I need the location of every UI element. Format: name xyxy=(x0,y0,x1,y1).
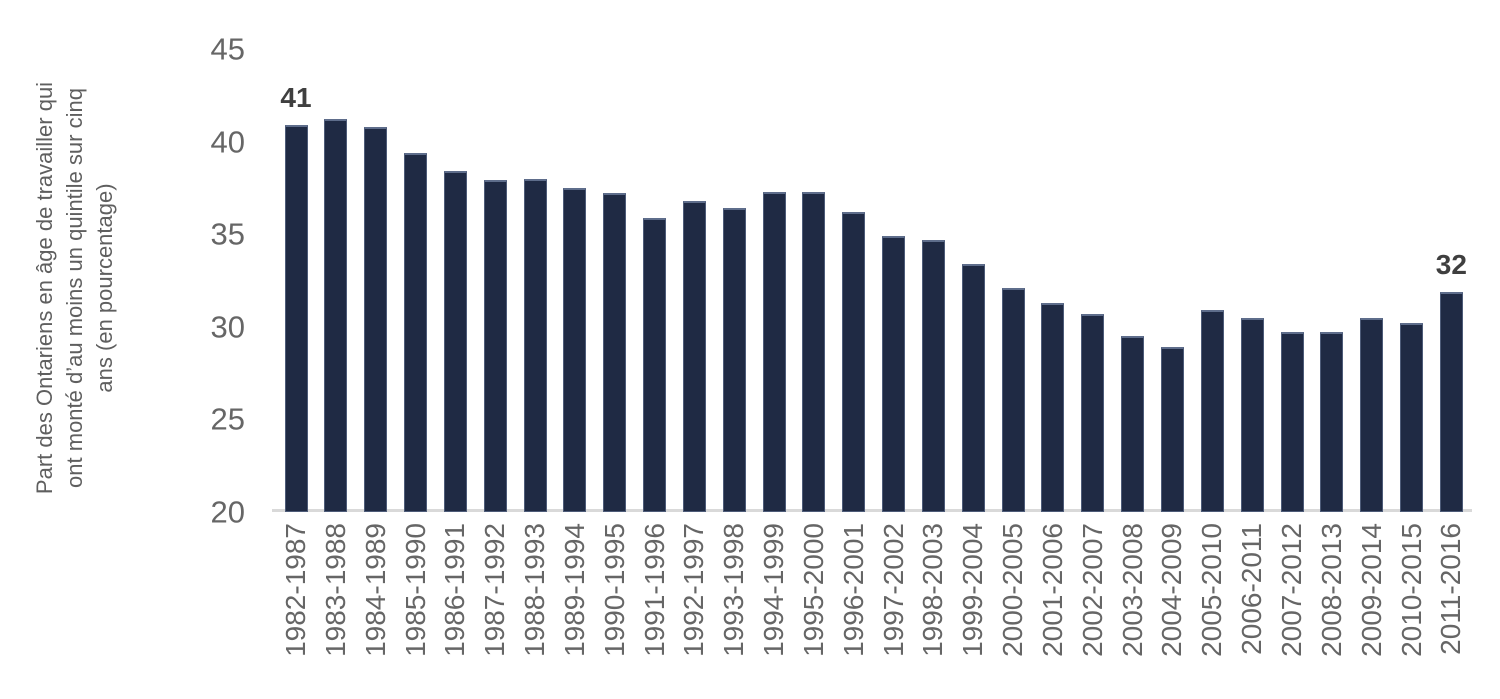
x-axis-tick-label: 1982-1987 xyxy=(279,523,311,657)
x-axis-tick-label: 2007-2012 xyxy=(1275,523,1307,657)
bar xyxy=(682,200,706,512)
bar xyxy=(722,208,746,512)
x-axis-tick-label: 2003-2008 xyxy=(1116,523,1148,657)
y-axis-tick-label: 25 xyxy=(210,401,245,437)
x-axis-tick-label: 1989-1994 xyxy=(558,523,590,657)
x-axis-tick-label: 1985-1990 xyxy=(399,523,431,657)
x-axis-tick-label: 2008-2013 xyxy=(1315,523,1347,657)
x-axis-tick-label: 2002-2007 xyxy=(1076,523,1108,657)
bar xyxy=(603,193,627,512)
x-axis-tick-label: 2000-2005 xyxy=(997,523,1029,657)
x-axis-tick-label: 2005-2010 xyxy=(1196,523,1228,657)
y-axis-tick-label: 30 xyxy=(210,309,245,345)
bar xyxy=(1280,332,1304,512)
x-axis-tick-label: 1992-1997 xyxy=(678,523,710,657)
bar xyxy=(1400,323,1424,512)
x-axis-tick-label: 1991-1996 xyxy=(638,523,670,657)
x-axis-tick-label: 1993-1998 xyxy=(718,523,750,657)
x-axis-tick-label: 2001-2006 xyxy=(1036,523,1068,657)
y-axis-title-line-2: ont monté d’au moins un quintile sur cin… xyxy=(62,88,87,488)
y-axis-title-line-3: ans (en pourcentage) xyxy=(92,183,117,393)
bar xyxy=(1439,291,1463,512)
bar xyxy=(1240,317,1264,512)
y-axis-tick-label: 40 xyxy=(210,124,245,160)
x-axis-tick-label: 1986-1991 xyxy=(439,523,471,657)
y-axis-tick-label: 45 xyxy=(210,31,245,67)
x-axis-tick-label: 2010-2015 xyxy=(1395,523,1427,657)
bar xyxy=(1160,347,1184,512)
bar xyxy=(1200,310,1224,512)
x-axis-tick-label: 1988-1993 xyxy=(518,523,550,657)
x-axis-tick-label: 1990-1995 xyxy=(598,523,630,657)
y-axis-title: Part des Ontariens en âge de travailler … xyxy=(30,0,120,578)
y-axis-tick-label: 35 xyxy=(210,216,245,252)
bar xyxy=(921,239,945,512)
x-axis-tick-label: 1994-1999 xyxy=(757,523,789,657)
x-axis-tick-label: 1997-2002 xyxy=(877,523,909,657)
bar-value-label: 32 xyxy=(1435,248,1467,280)
x-axis-tick-label: 1995-2000 xyxy=(797,523,829,657)
bar xyxy=(762,191,786,512)
bar xyxy=(882,236,906,512)
bar xyxy=(643,217,667,512)
y-axis-tick-label: 20 xyxy=(210,494,245,530)
x-axis-tick-label: 2009-2014 xyxy=(1355,523,1387,657)
bar xyxy=(961,263,985,512)
y-axis-title-line-1: Part des Ontariens en âge de travailler … xyxy=(32,81,57,495)
x-axis-tick-label: 1983-1988 xyxy=(319,523,351,657)
x-axis-tick-label: 1984-1989 xyxy=(359,523,391,657)
x-axis-tick-label: 2004-2009 xyxy=(1156,523,1188,657)
x-axis-tick-label: 2006-2011 xyxy=(1236,523,1268,655)
x-axis-tick-label: 1999-2004 xyxy=(957,523,989,657)
bar xyxy=(284,124,308,512)
bar xyxy=(404,152,428,512)
x-axis-tick-label: 1998-2003 xyxy=(917,523,949,657)
bar xyxy=(324,119,348,512)
bar xyxy=(364,126,388,512)
bar xyxy=(802,191,826,512)
bar xyxy=(483,180,507,512)
bar xyxy=(1001,287,1025,512)
bar xyxy=(1041,302,1065,512)
bar xyxy=(1121,336,1145,512)
bar xyxy=(443,171,467,512)
x-axis-tick-label: 1987-1992 xyxy=(479,523,511,657)
x-axis-tick-label: 1996-2001 xyxy=(837,523,869,657)
x-axis-line xyxy=(272,509,1472,512)
bar-value-label: 41 xyxy=(280,81,312,113)
bar xyxy=(523,178,547,512)
x-axis-tick-label: 2011-2016 xyxy=(1435,523,1467,655)
bar xyxy=(563,187,587,512)
bar xyxy=(842,211,866,512)
bar xyxy=(1320,332,1344,512)
bar xyxy=(1081,313,1105,512)
bar xyxy=(1360,317,1384,512)
